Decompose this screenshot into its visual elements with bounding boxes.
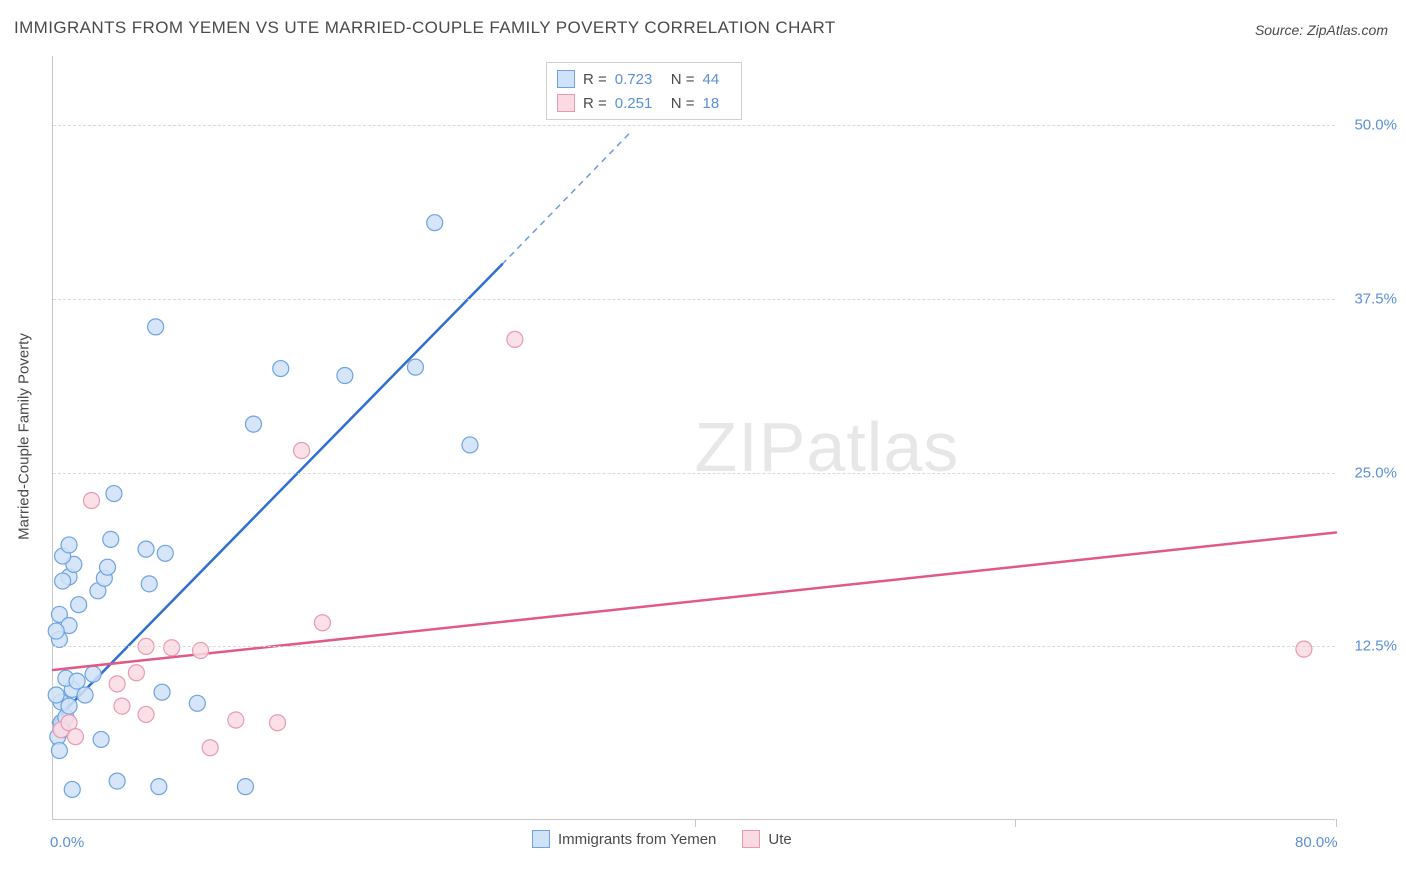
data-point-ute (109, 676, 125, 692)
data-point-yemen (64, 781, 80, 797)
data-point-yemen (407, 359, 423, 375)
data-point-yemen (427, 215, 443, 231)
n-value-ute: 18 (703, 95, 731, 112)
n-label: N = (671, 95, 695, 112)
legend-swatch-yemen (532, 830, 550, 848)
data-point-ute (202, 740, 218, 756)
data-point-yemen (55, 573, 71, 589)
data-point-yemen (151, 779, 167, 795)
legend-swatch-ute (742, 830, 760, 848)
data-point-yemen (85, 666, 101, 682)
x-tick (1015, 819, 1016, 827)
data-point-yemen (189, 695, 205, 711)
data-point-ute (228, 712, 244, 728)
gridline (53, 473, 1335, 474)
data-point-yemen (141, 576, 157, 592)
legend-item-ute: Ute (742, 830, 791, 848)
chart-title: IMMIGRANTS FROM YEMEN VS UTE MARRIED-COU… (14, 18, 836, 38)
legend-label-yemen: Immigrants from Yemen (558, 831, 716, 848)
data-point-yemen (71, 597, 87, 613)
legend-stat-row-yemen: R = 0.723 N = 44 (557, 67, 731, 91)
data-point-yemen (106, 486, 122, 502)
trend-line-dash-yemen (502, 132, 630, 264)
r-label: R = (583, 71, 607, 88)
data-point-yemen (48, 687, 64, 703)
r-value-yemen: 0.723 (615, 71, 663, 88)
legend-stat-row-ute: R = 0.251 N = 18 (557, 91, 731, 115)
data-point-yemen (154, 684, 170, 700)
data-point-yemen (237, 779, 253, 795)
data-point-yemen (103, 531, 119, 547)
data-point-yemen (77, 687, 93, 703)
correlation-legend: R = 0.723 N = 44 R = 0.251 N = 18 (546, 62, 742, 120)
series-legend: Immigrants from Yemen Ute (532, 830, 792, 848)
y-tick-label: 50.0% (1354, 117, 1397, 134)
data-point-yemen (93, 731, 109, 747)
trend-line-ute (53, 532, 1336, 670)
data-point-yemen (148, 319, 164, 335)
data-point-ute (1296, 641, 1312, 657)
y-axis-label: Married-Couple Family Poverty (16, 317, 33, 557)
r-label: R = (583, 95, 607, 112)
legend-swatch-yemen (557, 70, 575, 88)
gridline (53, 125, 1335, 126)
data-point-yemen (157, 545, 173, 561)
data-point-ute (164, 640, 180, 656)
legend-label-ute: Ute (768, 831, 791, 848)
data-point-ute (270, 715, 286, 731)
data-point-ute (114, 698, 130, 714)
plot-svg (53, 56, 1335, 819)
legend-swatch-ute (557, 94, 575, 112)
legend-item-yemen: Immigrants from Yemen (532, 830, 716, 848)
r-value-ute: 0.251 (615, 95, 663, 112)
y-tick-label: 12.5% (1354, 638, 1397, 655)
data-point-ute (138, 706, 154, 722)
gridline (53, 646, 1335, 647)
scatter-plot-area: ZIPatlas 12.5%25.0%37.5%50.0% (52, 56, 1335, 820)
x-tick (1336, 819, 1337, 827)
data-point-yemen (69, 673, 85, 689)
data-point-yemen (51, 743, 67, 759)
source-attribution: Source: ZipAtlas.com (1255, 22, 1388, 38)
data-point-yemen (48, 623, 64, 639)
x-axis-origin-label: 0.0% (50, 834, 84, 851)
data-point-ute (128, 665, 144, 681)
gridline (53, 299, 1335, 300)
data-point-yemen (245, 416, 261, 432)
data-point-ute (314, 615, 330, 631)
data-point-yemen (337, 367, 353, 383)
data-point-ute (507, 331, 523, 347)
data-point-ute (67, 729, 83, 745)
data-point-yemen (273, 361, 289, 377)
data-point-ute (193, 643, 209, 659)
n-value-yemen: 44 (703, 71, 731, 88)
data-point-yemen (109, 773, 125, 789)
y-tick-label: 25.0% (1354, 464, 1397, 481)
data-point-yemen (100, 559, 116, 575)
data-point-yemen (138, 541, 154, 557)
x-axis-max-label: 80.0% (1295, 834, 1338, 851)
y-tick-label: 37.5% (1354, 291, 1397, 308)
data-point-ute (83, 493, 99, 509)
data-point-yemen (462, 437, 478, 453)
x-tick (695, 819, 696, 827)
data-point-ute (294, 443, 310, 459)
n-label: N = (671, 71, 695, 88)
data-point-yemen (61, 698, 77, 714)
data-point-yemen (61, 537, 77, 553)
